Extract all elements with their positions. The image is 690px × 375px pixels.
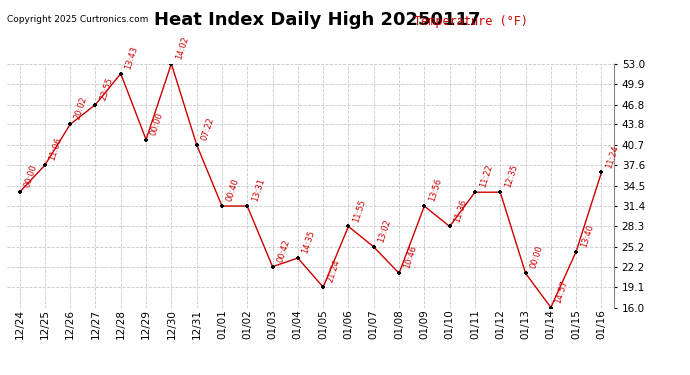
Text: 00:00: 00:00 (529, 244, 544, 270)
Text: 13:43: 13:43 (124, 45, 140, 70)
Point (343, 224, 354, 230)
Point (141, 136, 152, 142)
Text: 21:24: 21:24 (326, 258, 342, 284)
Point (444, 224, 455, 230)
Point (166, 61, 177, 67)
Text: 10:46: 10:46 (402, 244, 418, 270)
Point (596, 170, 607, 176)
Text: Temperature (°F): Temperature (°F) (414, 15, 528, 28)
Text: 11:24: 11:24 (604, 144, 620, 169)
Point (419, 203, 430, 209)
Point (317, 284, 328, 290)
Text: 11:22: 11:22 (478, 164, 494, 189)
Text: 00:00: 00:00 (23, 164, 39, 189)
Text: 13:40: 13:40 (579, 223, 595, 248)
Point (571, 249, 582, 255)
Point (39, 162, 50, 168)
Point (65, 122, 76, 128)
Point (217, 203, 228, 209)
Text: 11:36: 11:36 (453, 198, 469, 223)
Text: 11:55: 11:55 (351, 198, 367, 223)
Text: 00:00: 00:00 (149, 111, 165, 136)
Text: 12:35: 12:35 (503, 164, 519, 189)
Text: 20:02: 20:02 (73, 96, 89, 121)
Text: 13:56: 13:56 (427, 177, 444, 203)
Point (469, 189, 480, 195)
Point (545, 304, 556, 310)
Text: 00:40: 00:40 (225, 177, 241, 203)
Text: 14:02: 14:02 (175, 35, 190, 60)
Text: 14:35: 14:35 (301, 229, 317, 255)
Text: 23:55: 23:55 (99, 76, 115, 101)
Point (241, 203, 253, 209)
Text: 14:57: 14:57 (554, 279, 570, 304)
Text: 11:06: 11:06 (48, 136, 63, 162)
Point (520, 270, 531, 276)
Point (267, 264, 278, 270)
Text: 00:42: 00:42 (275, 238, 291, 263)
Point (191, 142, 202, 148)
Text: 13:02: 13:02 (377, 218, 393, 244)
Text: 07:22: 07:22 (199, 116, 215, 141)
Text: Heat Index Daily High 20250117: Heat Index Daily High 20250117 (154, 11, 481, 29)
Point (90, 102, 101, 108)
Point (293, 255, 304, 261)
Point (14, 189, 25, 195)
Point (368, 244, 380, 250)
Text: 13:31: 13:31 (250, 177, 266, 203)
Text: Copyright 2025 Curtronics.com: Copyright 2025 Curtronics.com (7, 15, 148, 24)
Point (115, 70, 126, 76)
Point (495, 189, 506, 195)
Point (393, 270, 404, 276)
